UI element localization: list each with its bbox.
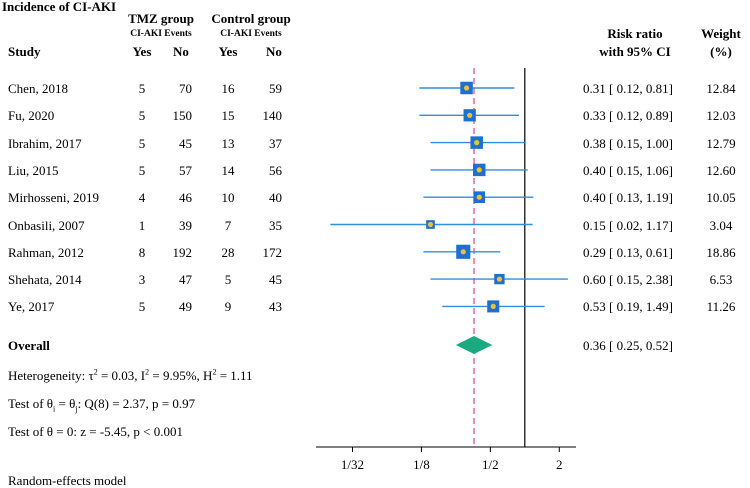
ctrl-no-count: 59 <box>269 81 282 96</box>
ctrl-yes-count: 28 <box>221 244 235 260</box>
ctrl-no-count: 40 <box>269 190 282 206</box>
tmz-yes-count: 8 <box>138 244 146 260</box>
study-ci-text: 0.40 [ 0.13, 1.19] <box>583 190 673 206</box>
tmz-no-count: 47 <box>179 272 192 288</box>
ctrl-yes-count: 14 <box>221 162 235 178</box>
model-footnote: Random-effects model <box>8 473 127 488</box>
study-weight: 11.26 <box>706 299 736 315</box>
tmz-group-header: TMZ group <box>128 11 194 26</box>
tmz-yes-count: 5 <box>138 135 146 151</box>
tmz-no-count: 39 <box>179 217 192 233</box>
overall-ci-text: 0.36 [ 0.25, 0.52] <box>583 338 673 353</box>
study-weight: 3.04 <box>709 217 733 233</box>
tmz-no-count: 70 <box>179 81 192 96</box>
zero-effect-test-text: Test of θ = 0: z = -5.45, p < 0.001 <box>8 424 183 439</box>
study-weight: 18.86 <box>706 244 736 260</box>
overall-label: Overall <box>8 338 50 353</box>
point-estimate <box>467 112 473 118</box>
point-estimate <box>490 303 496 309</box>
study-ci-text: 0.60 [ 0.15, 2.38] <box>583 272 673 288</box>
study-weight: 12.84 <box>706 81 736 96</box>
point-estimate <box>476 194 482 200</box>
point-estimate <box>460 249 466 255</box>
study-name: Mirhosseni, 2019 <box>8 190 99 206</box>
point-estimate <box>496 276 503 282</box>
tmz-no-count: 45 <box>179 135 192 151</box>
study-column-header: Study <box>8 44 41 59</box>
tmz-no-count: 46 <box>179 190 192 206</box>
overall-diamond <box>455 336 493 354</box>
tmz-yes-count: 5 <box>138 108 146 124</box>
weight-header: Weight <box>701 26 741 41</box>
tmz-no-header: No <box>173 44 189 59</box>
ctrl-no-count: 140 <box>262 108 283 124</box>
study-weight: 12.03 <box>706 108 736 124</box>
study-name: Liu, 2015 <box>8 162 59 178</box>
study-name: Shehata, 2014 <box>8 272 82 288</box>
heterogeneity-text: Heterogeneity: τ2 = 0.03, I2 = 9.95%, H2… <box>8 367 253 383</box>
point-estimate <box>463 85 470 91</box>
tmz-yes-count: 3 <box>138 272 146 288</box>
ctrl-no-count: 172 <box>262 244 283 260</box>
x-tick-label: 2 <box>556 457 563 472</box>
risk-ratio-ci-header: with 95% CI <box>599 44 671 59</box>
ctrl-yes-count: 16 <box>221 81 235 96</box>
tmz-yes-count: 1 <box>138 217 146 233</box>
ctrl-yes-count: 13 <box>221 135 235 151</box>
x-tick-label: 1/32 <box>341 457 364 472</box>
control-events-subheader: CI-AKI Events <box>220 29 282 39</box>
tmz-no-count: 57 <box>179 162 192 178</box>
study-ci-text: 0.15 [ 0.02, 1.17] <box>583 217 673 233</box>
control-group-header: Control group <box>211 11 291 26</box>
tmz-yes-count: 4 <box>138 190 146 206</box>
study-ci-text: 0.29 [ 0.13, 0.61] <box>583 244 673 260</box>
ctrl-no-count: 56 <box>269 162 282 178</box>
ctrl-yes-count: 10 <box>221 190 235 206</box>
x-tick-label: 1/2 <box>482 457 499 472</box>
tmz-no-count: 150 <box>172 108 193 124</box>
study-name: Rahman, 2012 <box>8 244 84 260</box>
x-tick-label: 1/8 <box>413 457 430 472</box>
ctrl-yes-count: 5 <box>224 272 232 288</box>
point-estimate <box>427 221 434 228</box>
ctrl-no-count: 37 <box>269 135 282 151</box>
ctrl-yes-count: 9 <box>224 299 232 315</box>
study-name: Fu, 2020 <box>8 108 55 124</box>
study-ci-text: 0.33 [ 0.12, 0.89] <box>583 108 673 124</box>
ctrl-no-count: 45 <box>269 272 282 288</box>
study-name: Ye, 2017 <box>8 299 55 315</box>
study-weight: 10.05 <box>706 190 736 206</box>
risk-ratio-header: Risk ratio <box>607 26 663 41</box>
study-name: Ibrahim, 2017 <box>8 135 82 151</box>
tmz-yes-count: 5 <box>138 81 146 96</box>
point-estimate <box>474 140 480 146</box>
point-estimate <box>476 167 482 173</box>
ctrl-yes-header: Yes <box>218 44 238 59</box>
tmz-no-count: 192 <box>172 244 193 260</box>
ctrl-yes-count: 15 <box>221 108 235 124</box>
homogeneity-test-text: Test of θi = θj: Q(8) = 2.37, p = 0.97 <box>8 396 196 414</box>
ctrl-yes-count: 7 <box>224 217 232 233</box>
weight-unit-header: (%) <box>710 44 732 59</box>
study-name: Chen, 2018 <box>8 81 68 96</box>
study-weight: 12.60 <box>706 162 736 178</box>
study-name: Onbasili, 2007 <box>8 217 85 233</box>
study-ci-text: 0.53 [ 0.19, 1.49] <box>583 299 673 315</box>
tmz-yes-count: 5 <box>138 162 146 178</box>
chart-title: Incidence of CI-AKI <box>2 0 117 14</box>
ctrl-no-count: 43 <box>269 299 282 315</box>
study-weight: 6.53 <box>709 272 733 288</box>
study-ci-text: 0.38 [ 0.15, 1.00] <box>583 135 673 151</box>
study-weight: 12.79 <box>706 135 736 151</box>
tmz-no-count: 49 <box>179 299 192 315</box>
study-ci-text: 0.31 [ 0.12, 0.81] <box>583 81 673 96</box>
ctrl-no-header: No <box>266 44 282 59</box>
tmz-yes-header: Yes <box>132 44 152 59</box>
tmz-events-subheader: CI-AKI Events <box>130 29 192 39</box>
study-ci-text: 0.40 [ 0.15, 1.06] <box>583 162 673 178</box>
tmz-yes-count: 5 <box>138 299 146 315</box>
ctrl-no-count: 35 <box>269 217 282 233</box>
